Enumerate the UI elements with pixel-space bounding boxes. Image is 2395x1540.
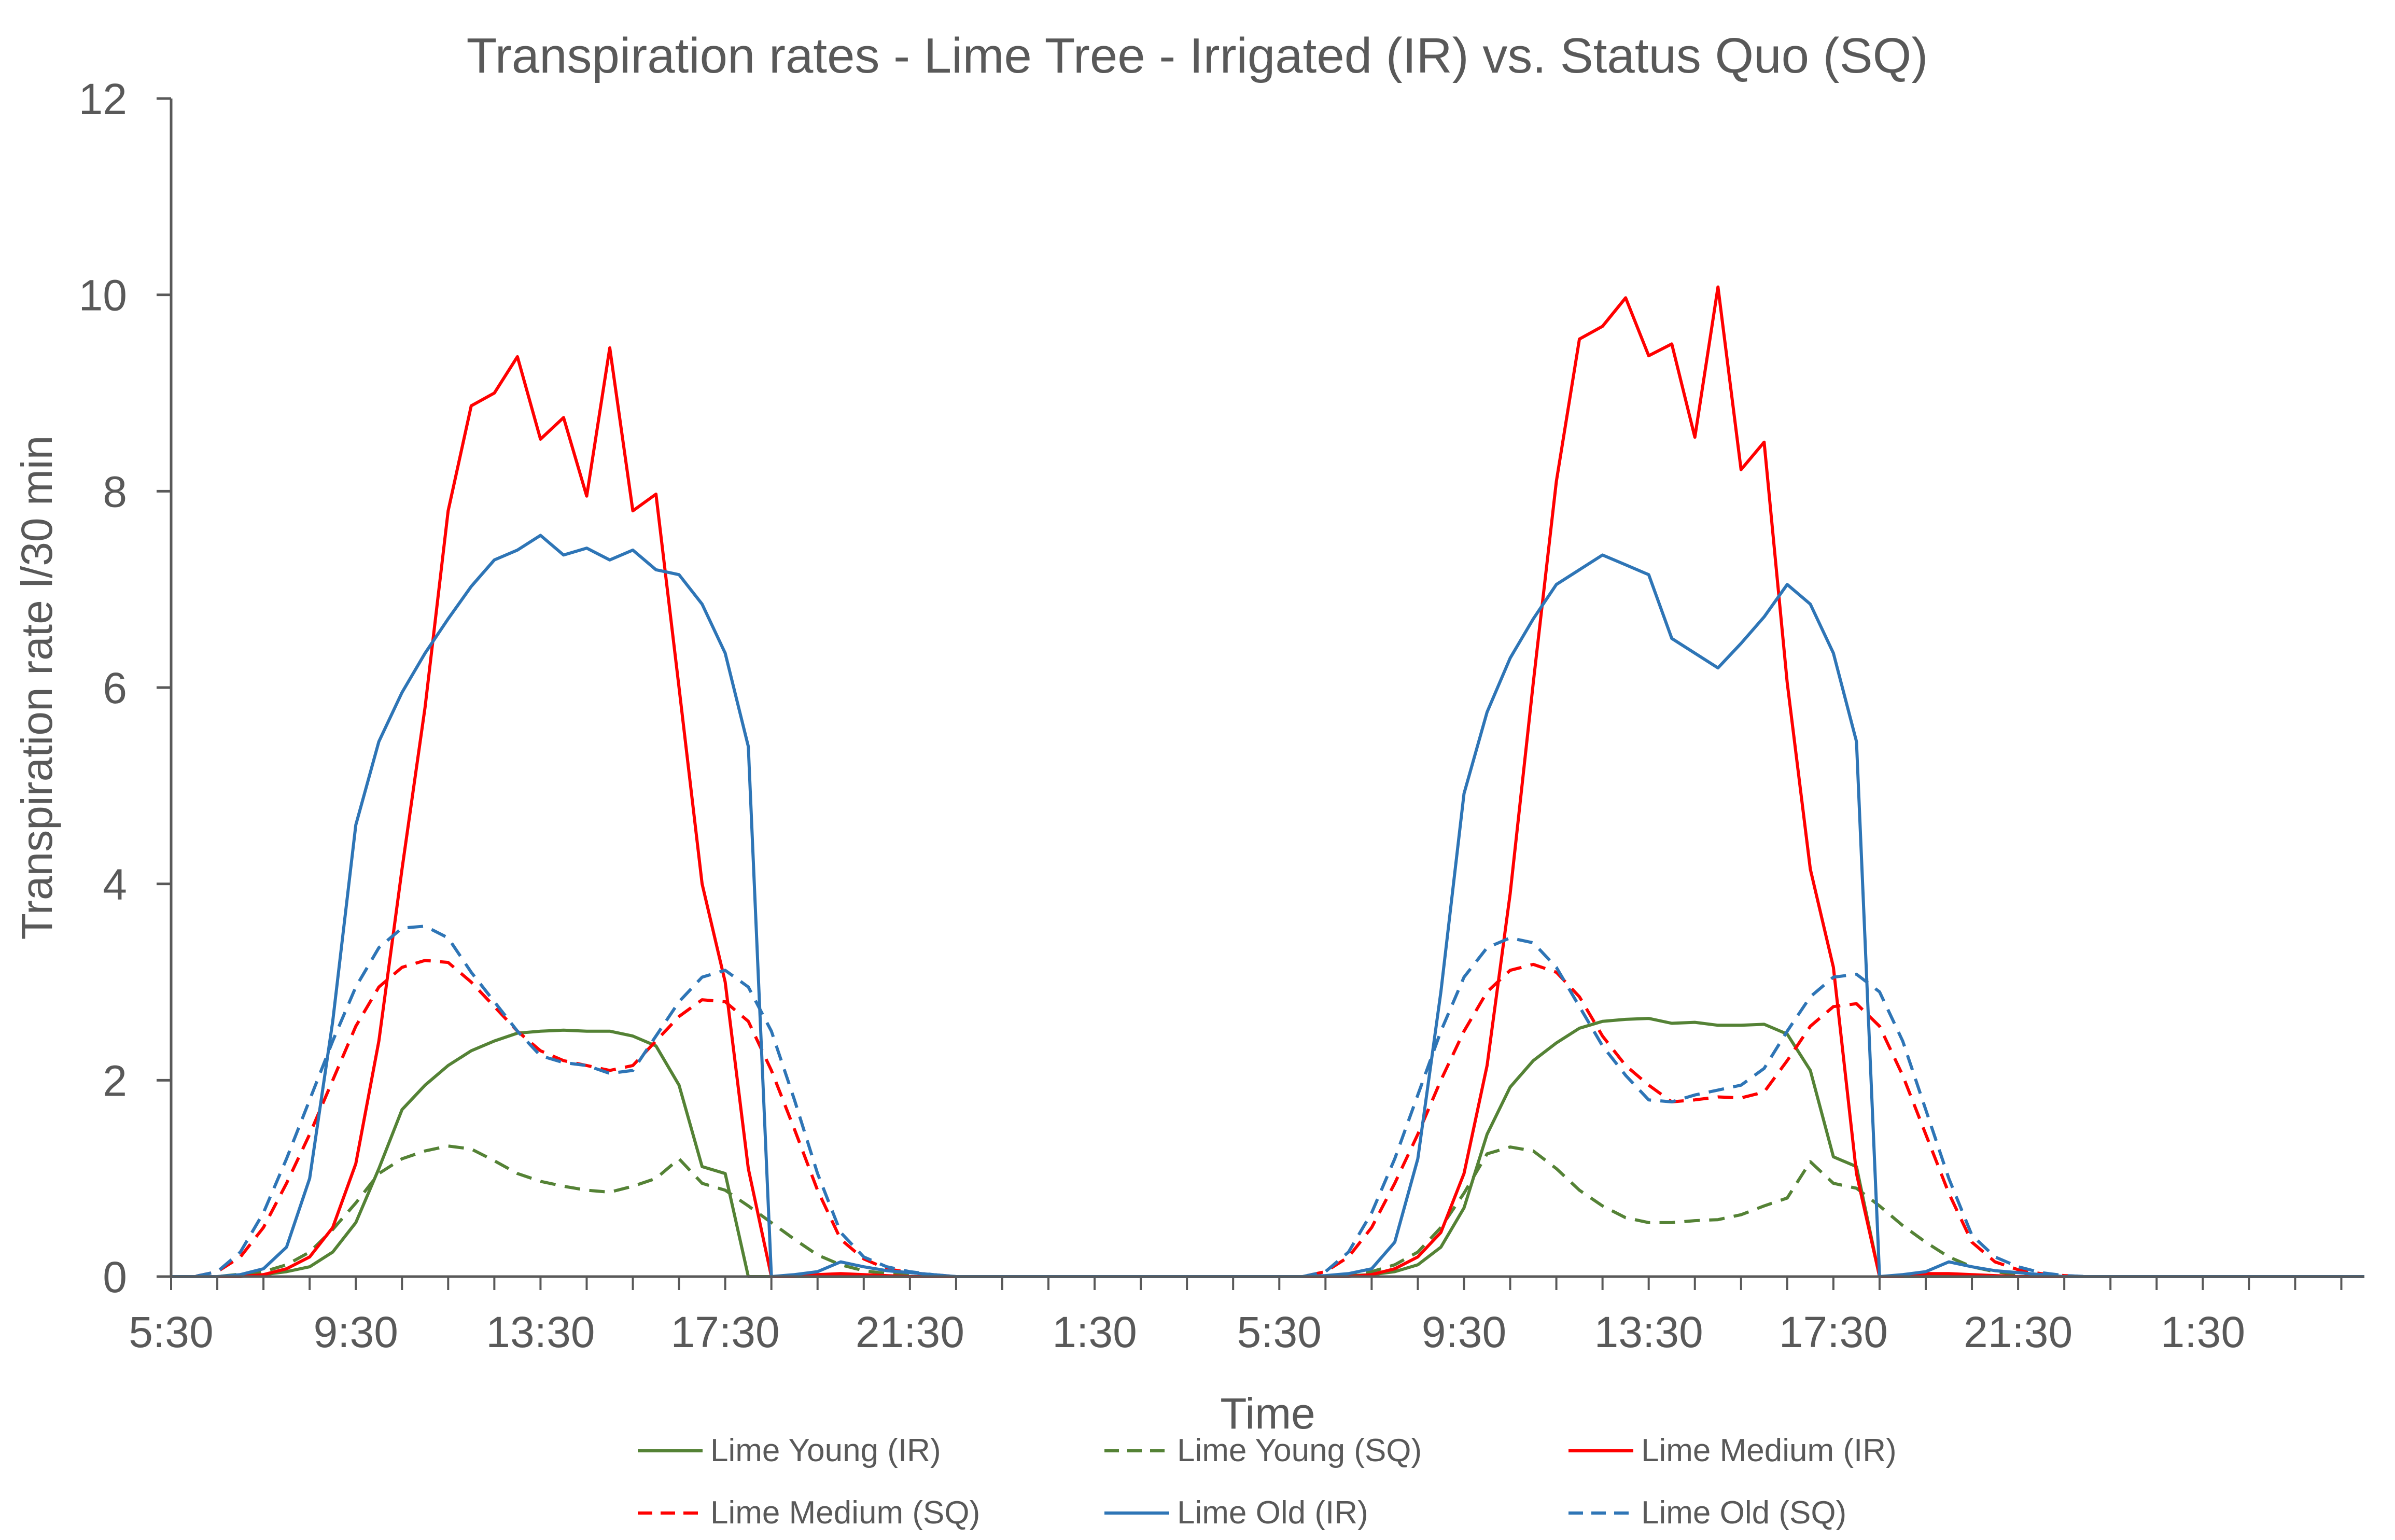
x-tick-label: 5:30	[129, 1308, 214, 1356]
x-axis-ticks: 5:30 9:30 13:30 17:30 21:30 1:30 5:30 9:30 13:30…	[129, 1277, 2343, 1356]
y-tick-label: 2	[103, 1056, 127, 1105]
x-tick-label: 17:30	[671, 1308, 780, 1356]
y-tick-label: 8	[103, 467, 127, 516]
x-tick-label: 1:30	[2161, 1308, 2246, 1356]
x-tick-label: 21:30	[856, 1308, 964, 1356]
legend-label: Lime Old (SQ)	[1641, 1495, 1846, 1531]
series-line-lime-medium-ir	[171, 285, 2364, 1278]
y-axis-ticks: 0 2 4 6 8 10 12	[79, 75, 171, 1301]
x-tick-label: 9:30	[1422, 1308, 1507, 1356]
legend: Lime Young (IR) Lime Young (SQ) Lime Mediu…	[638, 1433, 1897, 1531]
x-tick-label: 1:30	[1052, 1308, 1137, 1356]
y-tick-label: 6	[103, 664, 127, 712]
chart-title: Transpiration rates - Lime Tree - Irriga…	[467, 28, 1928, 83]
x-tick-label: 5:30	[1237, 1308, 1322, 1356]
y-tick-label: 12	[79, 75, 127, 123]
x-tick-label: 17:30	[1779, 1308, 1888, 1356]
y-axis-label: Transpiration rate l/30 min	[12, 436, 61, 940]
x-tick-label: 21:30	[1964, 1308, 2072, 1356]
y-tick-label: 10	[79, 271, 127, 320]
series-line-lime-old-sq	[171, 925, 2364, 1278]
legend-label: Lime Old (IR)	[1177, 1495, 1368, 1531]
y-tick-label: 0	[103, 1253, 127, 1301]
x-axis-label: Time	[1220, 1389, 1315, 1438]
x-tick-label: 13:30	[1594, 1308, 1703, 1356]
y-tick-label: 4	[103, 860, 127, 909]
series-lines	[171, 285, 2364, 1278]
legend-label: Lime Medium (IR)	[1641, 1433, 1897, 1468]
legend-label: Lime Young (IR)	[710, 1433, 941, 1468]
x-tick-label: 13:30	[486, 1308, 595, 1356]
legend-label: Lime Medium (SQ)	[710, 1495, 980, 1531]
series-line-lime-young-sq	[171, 1144, 2364, 1278]
series-line-lime-young-ir	[171, 1017, 2364, 1278]
x-tick-label: 9:30	[313, 1308, 398, 1356]
legend-label: Lime Young (SQ)	[1177, 1433, 1422, 1468]
